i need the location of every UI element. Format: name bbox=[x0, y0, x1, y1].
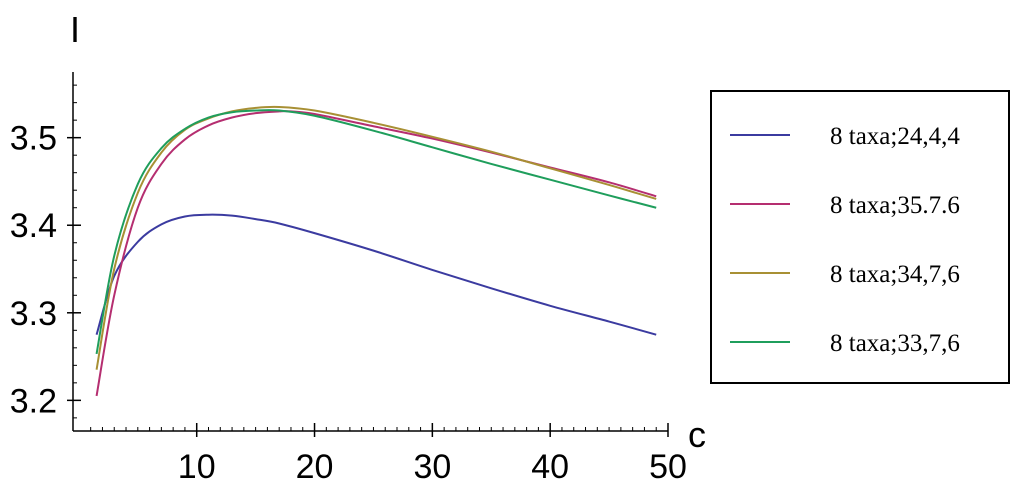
x-axis-title: c bbox=[688, 414, 706, 455]
x-tick-label: 50 bbox=[649, 448, 687, 486]
y-minor-ticks bbox=[73, 84, 77, 419]
y-axis-title: I bbox=[70, 9, 80, 50]
series-line-2 bbox=[95, 110, 657, 397]
y-tick-label: 3.3 bbox=[10, 295, 57, 333]
x-tick-label: 30 bbox=[413, 448, 451, 486]
series-line-4 bbox=[95, 109, 657, 355]
x-minor-ticks bbox=[90, 427, 657, 431]
series-line-3 bbox=[95, 105, 657, 370]
x-tick-label: 20 bbox=[296, 448, 334, 486]
y-tick-label: 3.2 bbox=[10, 382, 57, 420]
legend-label: 8 taxa;34,7,6 bbox=[830, 261, 960, 288]
y-tick-label: 3.4 bbox=[10, 207, 57, 245]
legend-label: 8 taxa;35.7.6 bbox=[830, 192, 960, 219]
legend: 8 taxa;24,4,4 8 taxa;35.7.6 8 taxa;34,7,6 8… bbox=[710, 90, 1010, 384]
x-tick-marks: 10 20 30 40 50 bbox=[178, 423, 687, 486]
legend-label: 8 taxa;24,4,4 bbox=[830, 123, 960, 150]
legend-box bbox=[710, 90, 1010, 384]
series-line-1 bbox=[95, 213, 657, 336]
series-lines bbox=[95, 105, 657, 397]
y-tick-label: 3.5 bbox=[10, 120, 57, 158]
legend-label: 8 taxa;33,7,6 bbox=[830, 330, 960, 357]
x-tick-label: 40 bbox=[531, 448, 569, 486]
axes: 10 20 30 40 50 3.2 3.3 3.4 3.5 bbox=[10, 72, 687, 486]
y-tick-marks: 3.2 3.3 3.4 3.5 bbox=[10, 120, 81, 420]
x-tick-label: 10 bbox=[178, 448, 216, 486]
